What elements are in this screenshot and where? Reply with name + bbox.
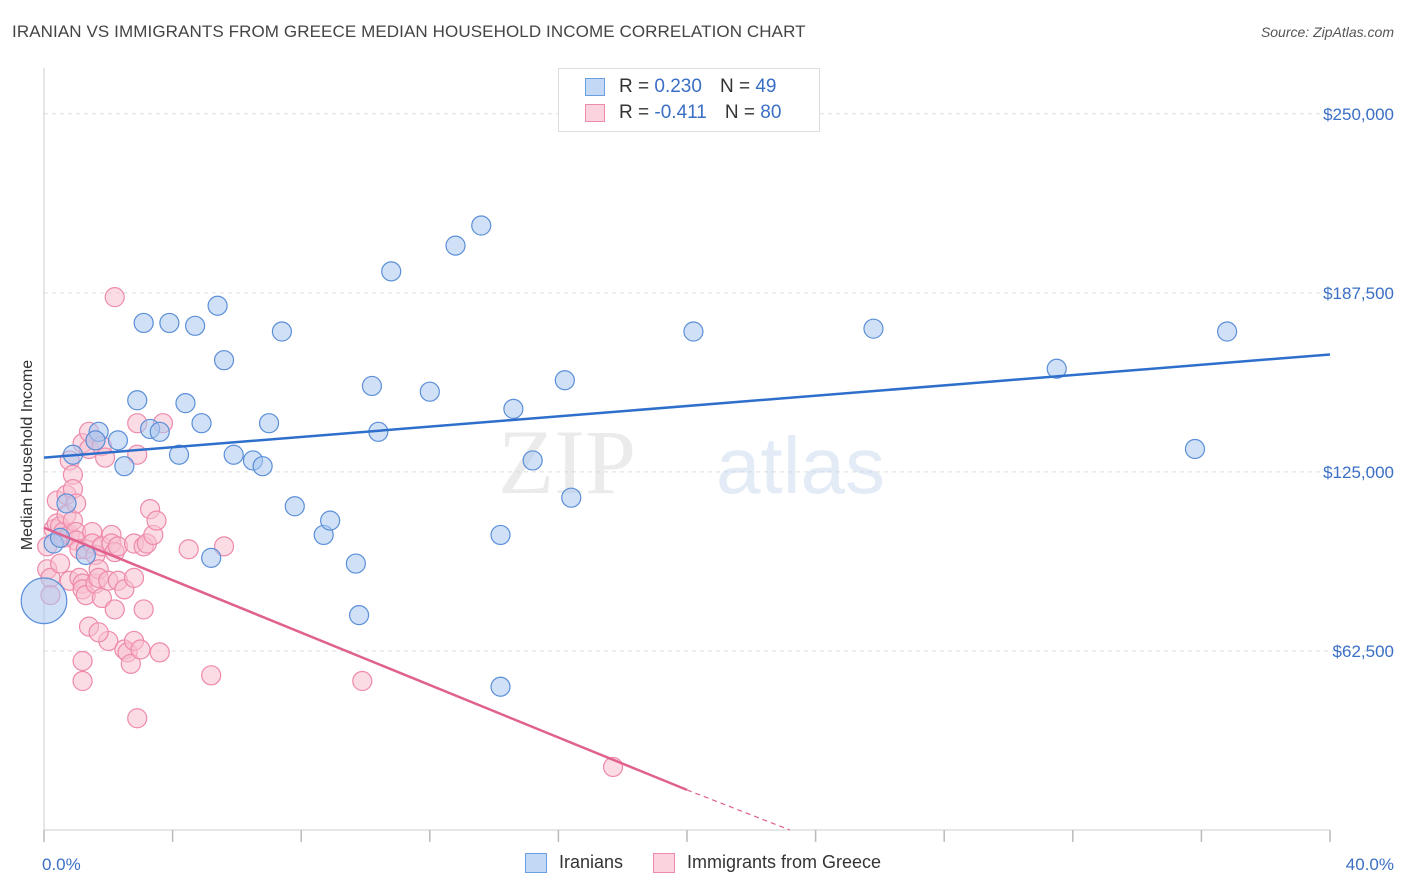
- data-point: [178, 539, 199, 560]
- data-point: [168, 444, 190, 465]
- legend-swatch-blue: [585, 78, 605, 96]
- legend-row-iranians: R = 0.230 N = 49: [585, 75, 776, 99]
- legend-label-greece: Immigrants from Greece: [687, 852, 882, 872]
- data-point: [107, 430, 129, 451]
- data-point: [213, 350, 235, 371]
- legend-r-value: -0.411: [654, 102, 707, 123]
- data-point: [683, 321, 704, 342]
- data-point: [284, 496, 305, 517]
- data-point: [49, 553, 71, 574]
- trend-line-greece-extension: [686, 789, 791, 831]
- trend-lines: [43, 353, 1331, 831]
- legend-n-value: 49: [755, 76, 777, 97]
- trend-line-greece: [43, 526, 688, 792]
- legend-n-value: 80: [760, 102, 782, 123]
- axes: [43, 68, 1331, 842]
- data-point: [345, 553, 366, 574]
- watermark-atlas: atlas: [716, 421, 885, 510]
- y-tick-label: $125,000: [1323, 463, 1394, 482]
- data-point: [201, 665, 222, 686]
- data-point: [381, 261, 402, 282]
- legend-r-value: 0.230: [654, 76, 702, 97]
- data-point: [361, 375, 383, 397]
- data-point: [104, 287, 125, 308]
- data-point: [185, 315, 206, 336]
- correlation-legend: R = 0.230 N = 49 R = -0.411 N = 80: [558, 68, 820, 132]
- y-tick-label: $187,500: [1323, 284, 1394, 303]
- data-point: [85, 430, 106, 451]
- data-point: [133, 312, 154, 334]
- data-point: [271, 321, 293, 342]
- data-point: [72, 650, 93, 672]
- legend-r-label: R =: [619, 76, 650, 97]
- data-point: [554, 370, 575, 391]
- data-point: [445, 235, 466, 256]
- data-point: [123, 567, 145, 589]
- data-point: [88, 622, 109, 643]
- chart-title: IRANIAN VS IMMIGRANTS FROM GREECE MEDIAN…: [12, 22, 806, 41]
- data-point: [120, 653, 141, 674]
- data-point: [320, 510, 341, 531]
- data-point: [419, 381, 440, 402]
- x-tick-label: 40.0%: [1346, 855, 1394, 874]
- data-point: [223, 444, 244, 465]
- legend-swatch-pink: [653, 852, 675, 873]
- series-legend: Iranians Immigrants from Greece: [0, 852, 1406, 873]
- data-point: [149, 642, 170, 663]
- data-point: [133, 599, 154, 620]
- data-point: [1217, 321, 1238, 342]
- data-point: [490, 524, 511, 546]
- data-point: [146, 510, 167, 531]
- data-point: [863, 318, 884, 339]
- watermark: ZIP atlas: [498, 411, 885, 513]
- data-point: [175, 393, 196, 414]
- data-point: [56, 493, 77, 514]
- data-point: [127, 708, 148, 729]
- data-point: [114, 456, 135, 477]
- grid-lines: [44, 113, 1394, 652]
- data-point: [72, 670, 93, 692]
- data-point: [213, 536, 235, 557]
- legend-swatch-pink: [585, 104, 605, 122]
- data-point: [258, 413, 280, 434]
- legend-label-iranians: Iranians: [558, 852, 623, 872]
- series-iranians: [20, 215, 1238, 697]
- data-point: [201, 547, 222, 568]
- legend-swatch-blue: [524, 852, 547, 873]
- y-tick-label: $250,000: [1323, 105, 1394, 124]
- data-point: [127, 390, 148, 411]
- data-point: [159, 312, 180, 334]
- data-point: [490, 676, 511, 697]
- source-label: Source: ZipAtlas.com: [1260, 24, 1394, 40]
- data-point: [503, 398, 524, 419]
- data-point: [149, 421, 170, 442]
- data-point: [191, 413, 212, 434]
- legend-item-greece[interactable]: Immigrants from Greece: [653, 852, 881, 873]
- data-point: [561, 487, 582, 508]
- data-point: [104, 599, 125, 620]
- y-tick-label: $62,500: [1333, 642, 1394, 661]
- legend-row-greece: R = -0.411 N = 80: [585, 101, 781, 125]
- data-point: [252, 456, 273, 477]
- legend-n-label: N =: [724, 102, 755, 123]
- data-point: [348, 605, 370, 626]
- data-point: [352, 670, 373, 692]
- data-point: [207, 295, 228, 316]
- data-point: [471, 215, 492, 236]
- data-point: [522, 450, 543, 471]
- data-point: [1184, 438, 1206, 460]
- data-point: [20, 577, 68, 625]
- x-tick-label: 0.0%: [42, 855, 81, 874]
- legend-r-label: R =: [619, 102, 650, 123]
- tick-labels: $62,500 $125,000 $187,500 $250,000 0.0% 40.0%: [42, 105, 1394, 874]
- data-point: [130, 639, 151, 660]
- trend-line-iranians: [43, 353, 1331, 459]
- legend-item-iranians[interactable]: Iranians: [524, 852, 623, 873]
- data-point: [1046, 358, 1067, 379]
- legend-n-label: N =: [719, 76, 751, 97]
